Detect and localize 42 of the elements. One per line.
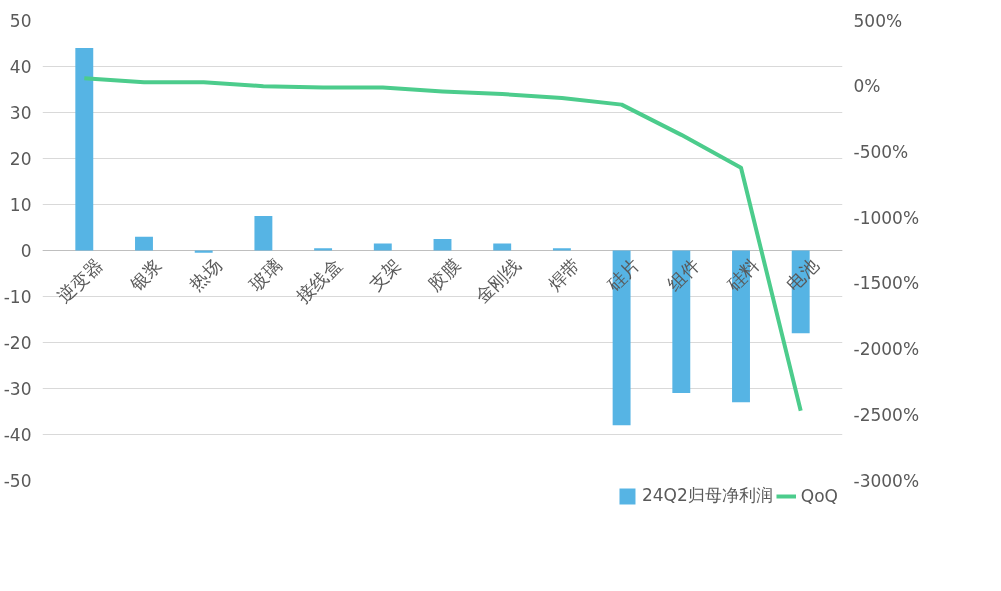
bar [254,216,273,251]
y2-tick-label: -1500% [853,273,920,294]
y-tick-label: -20 [3,333,32,353]
y-tick-label: -40 [3,425,32,445]
y2-tick-label: 0% [853,76,881,97]
x-tick-label: 银浆 [124,254,167,296]
bar [75,48,94,251]
x-tick-label: 电池 [782,254,823,295]
x-tick-label: 金刚线 [471,254,525,308]
legend-label: QoQ [800,485,838,506]
bar [373,243,392,251]
y2-tick-label: -2000% [853,339,920,360]
y-tick-label: -50 [3,471,32,491]
x-tick-label: 支架 [364,254,405,295]
legend-label: 24Q2归母净利润 [641,484,773,507]
bar [433,239,452,251]
y2-tick-label: -2500% [853,404,920,425]
bar [135,236,153,251]
x-tick-label: 硅片 [602,254,644,296]
x-tick-label: 逆变器 [53,254,107,308]
y2-tick-label: 500% [853,10,903,31]
x-tick-label: 热场 [185,254,226,295]
y-tick-label: -30 [3,379,32,399]
y-tick-label: 30 [9,103,32,123]
y2-tick-label: -500% [853,141,909,162]
x-tick-label: 胶膜 [424,254,465,295]
y-tick-label: 0 [20,241,32,261]
bar [552,248,571,251]
bar [314,248,333,251]
x-tick-label: 硅料 [722,254,764,296]
x-tick-label: 玻璃 [245,254,286,295]
x-tick-label: 接线盒 [292,254,346,308]
bar [493,243,512,251]
y-tick-label: 10 [9,195,32,215]
y2-tick-label: -3000% [853,470,920,491]
x-tick-label: 组件 [663,254,704,295]
y-tick-label: -10 [3,287,32,307]
y-tick-label: 50 [9,11,32,31]
x-tick-label: 焊带 [543,254,584,295]
y-tick-label: 20 [9,149,32,169]
y2-tick-label: -1000% [853,207,920,228]
y-tick-label: 40 [9,57,32,77]
